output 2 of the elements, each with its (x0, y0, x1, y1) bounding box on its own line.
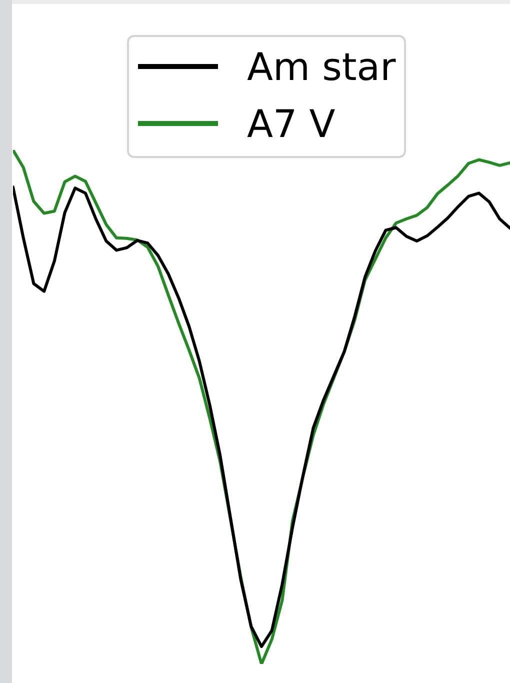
legend-label: Am star (247, 44, 396, 88)
legend-label: A7 V (247, 102, 336, 146)
